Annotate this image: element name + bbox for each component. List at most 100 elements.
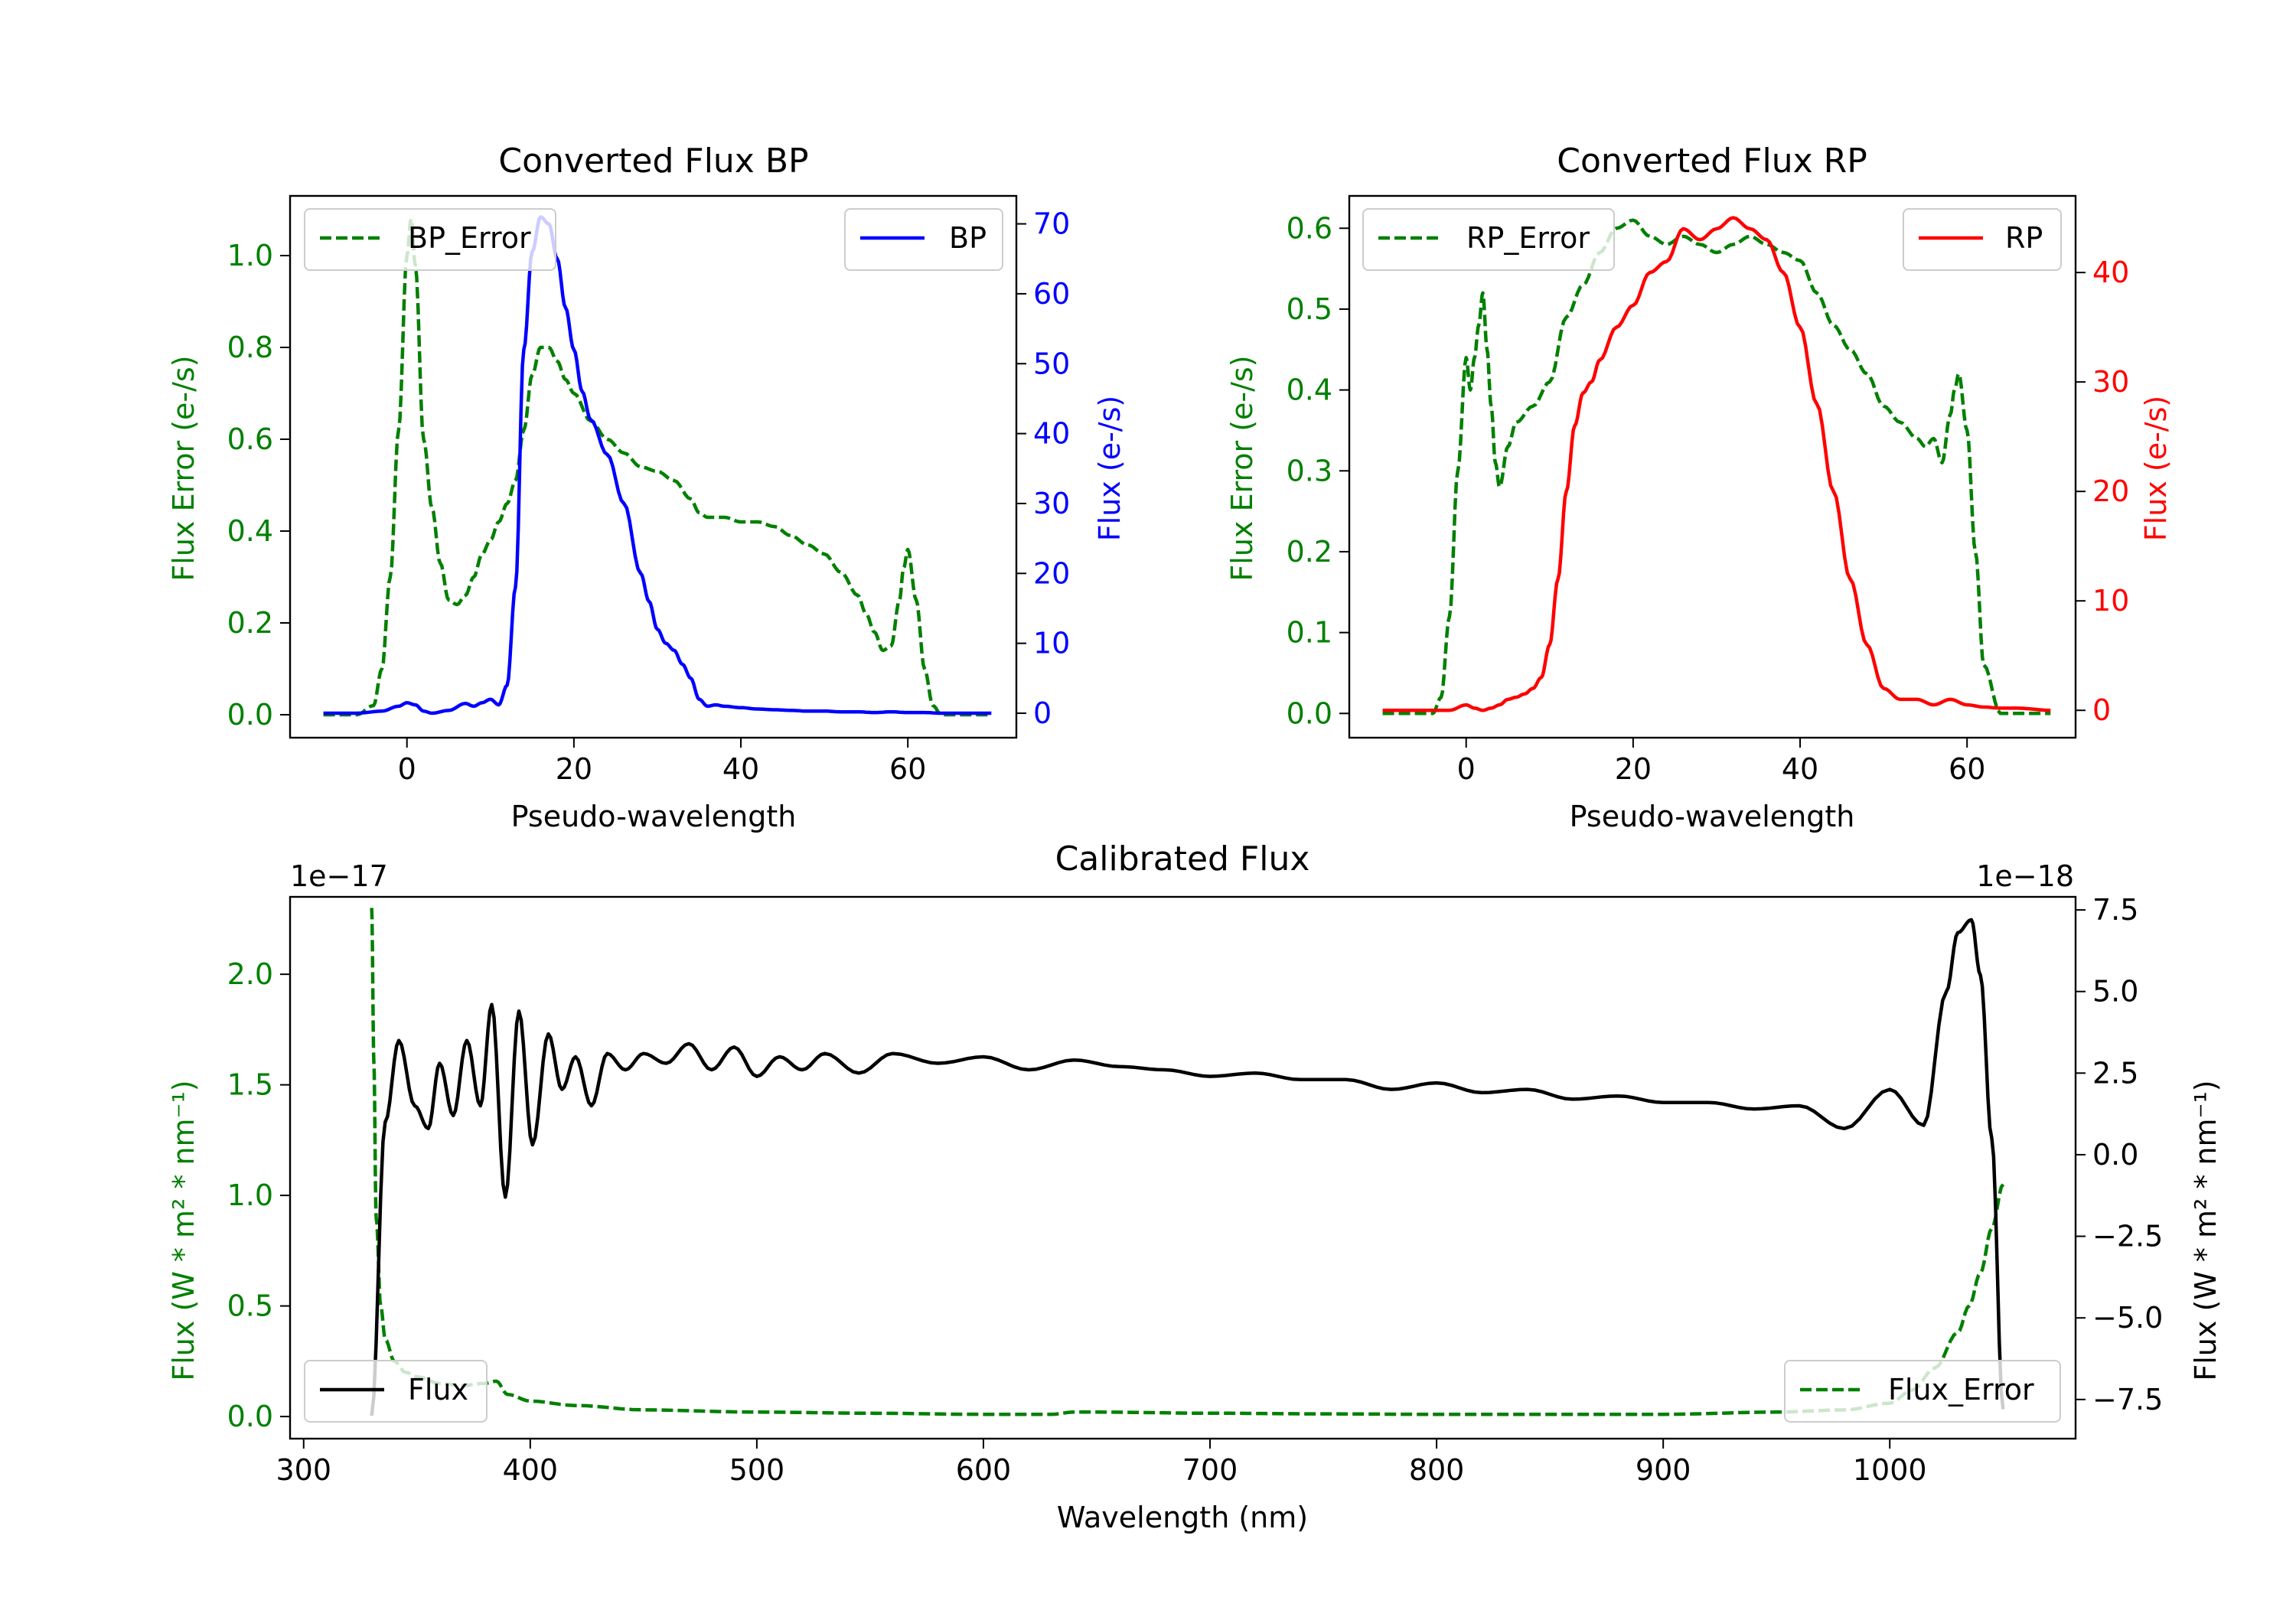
rp-left-tick-label: 0.3 [1287,454,1332,487]
calibrated-right-tick-label: −7.5 [2092,1383,2163,1416]
calibrated-error-legend-label: Flux_Error [1888,1373,2034,1407]
rp-left-tick-label: 0.6 [1287,211,1332,245]
calibrated-x-tick-label: 600 [956,1453,1012,1487]
calibrated-left-offset-text: 1e−17 [290,859,388,893]
calibrated-right-tick-label: 7.5 [2092,893,2138,927]
bp-left-tick-label: 0.0 [227,698,273,732]
rp-error-legend-box [1362,208,1615,271]
rp-x-tick-label: 40 [1782,752,1818,786]
calibrated-left-tick-label: 1.0 [227,1178,273,1212]
bp-right-tick-label: 50 [1033,347,1070,380]
rp-right-tick-label: 40 [2092,256,2129,289]
bp-right-tick-label: 30 [1033,487,1070,520]
rp-left-tick-label: 0.2 [1287,535,1332,569]
calibrated-x-tick-label: 400 [503,1453,559,1487]
calibrated-chart-title: Calibrated Flux [1055,839,1310,878]
calibrated-right-tick-label: 5.0 [2092,975,2138,1009]
calibrated-right-axis-label: Flux (W * m² * nm⁻¹) [2189,1080,2223,1380]
bp-plot-frame [289,194,1018,739]
bp-error-legend: BP_Error [304,208,556,271]
rp-rp-error-line [1382,218,2051,715]
bp-bp-error-line [323,217,992,717]
calibrated-right-tick-label: 0.0 [2092,1138,2138,1172]
calibrated-right-offset-text: 1e−18 [1976,859,2074,893]
bp-bp-line [323,215,992,715]
rp-x-axis-label: Pseudo-wavelength [1570,800,1855,833]
rp-right-tick-label: 30 [2092,365,2129,399]
calibrated-right-tick-label: −5.0 [2092,1301,2163,1335]
bp-left-tick-label: 0.6 [227,422,273,456]
rp-tick-group: 0 20 40 60 0.0 0.1 0.2 0.3 0.4 0.5 0.6 0 10 20 30 40 [1287,211,2130,786]
rp-flux-legend: RP [1903,208,2062,271]
rp-x-tick-label: 60 [1949,752,1985,786]
bp-right-tick-label: 70 [1033,207,1070,241]
calibrated-x-tick-label: 300 [276,1453,331,1487]
bp-flux-legend: BP [844,208,1003,271]
calibrated-right-tick-label: 2.5 [2092,1056,2138,1090]
calibrated-x-tick-label: 900 [1636,1453,1691,1487]
rp-right-tick-label: 10 [2092,584,2129,618]
rp-error-legend: RP_Error [1362,208,1615,271]
calibrated-flux-legend-box [304,1360,488,1423]
calibrated-tick-group: 300 400 500 600 700 800 900 1000 0.0 0.5 1.0 1.5 2.0… [227,893,2164,1487]
bp-chart-title: Converted Flux BP [498,142,808,181]
calibrated-flux-legend-label: Flux [408,1373,468,1407]
calibrated-right-tick-label: −2.5 [2092,1220,2163,1253]
rp-left-tick-label: 0.5 [1287,292,1332,326]
bp-left-tick-label: 1.0 [227,239,273,272]
calibrated-x-tick-label: 1000 [1853,1453,1927,1487]
bp-error-legend-label: BP_Error [408,221,531,255]
bp-x-axis-label: Pseudo-wavelength [511,800,797,833]
bp-flux-legend-label: BP [949,221,987,255]
bp-left-tick-label: 0.2 [227,606,273,640]
rp-right-tick-label: 20 [2092,474,2129,508]
rp-flux-legend-label: RP [2005,221,2043,255]
bp-left-axis-label: Flux Error (e-/s) [167,355,201,581]
bp-right-tick-label: 0 [1033,696,1052,730]
calibrated-left-tick-label: 0.0 [227,1400,273,1433]
bp-left-tick-label: 0.8 [227,331,273,364]
rp-x-tick-label: 0 [1457,752,1476,786]
calibrated-left-tick-label: 2.0 [227,957,273,991]
rp-right-axis-label: Flux (e-/s) [2139,396,2173,541]
calibrated-left-axis-label: Flux (W * m² * nm⁻¹) [167,1080,201,1380]
calibrated-plot-frame [289,895,2077,1440]
calibrated-x-axis-label: Wavelength (nm) [1057,1501,1308,1534]
calibrated-error-legend: Flux_Error [1784,1360,2061,1423]
rp-x-tick-label: 20 [1615,752,1652,786]
bp-right-tick-label: 60 [1033,277,1070,311]
rp-left-tick-label: 0.4 [1287,373,1332,407]
rp-rp-line [1382,216,2051,712]
bp-x-tick-label: 20 [556,752,592,786]
calibrated-flux-line [370,918,2005,1416]
bp-tick-group: 0 20 40 60 0.0 0.2 0.4 0.6 0.8 1.0 0 10 20 30 40 50 60 70 [227,207,1071,786]
bp-right-axis-label: Flux (e-/s) [1093,396,1127,541]
rp-left-tick-label: 0.0 [1287,696,1332,730]
rp-right-tick-label: 0 [2092,693,2111,727]
calibrated-x-tick-label: 500 [729,1453,785,1487]
calibrated-error-legend-box [1784,1360,2061,1423]
bp-x-tick-label: 0 [398,752,416,786]
rp-left-tick-label: 0.1 [1287,616,1332,650]
calibrated-x-tick-label: 700 [1182,1453,1238,1487]
bp-right-tick-label: 40 [1033,417,1070,451]
rp-chart-title: Converted Flux RP [1557,142,1867,181]
calibrated-left-tick-label: 1.5 [227,1068,273,1102]
rp-line-group [1382,216,2051,715]
bp-error-legend-box [304,208,556,271]
calibrated-x-tick-label: 800 [1409,1453,1465,1487]
bp-left-tick-label: 0.4 [227,514,273,548]
calibrated-chart-panel: Calibrated Flux Wavelength (nm) 1e−17 1e… [167,839,2223,1534]
bp-x-tick-label: 60 [889,752,926,786]
bp-right-tick-label: 10 [1033,627,1070,660]
calibrated-flux-legend: Flux [304,1360,488,1423]
rp-left-axis-label: Flux Error (e-/s) [1225,355,1259,581]
rp-plot-frame [1348,194,2077,739]
bp-right-tick-label: 20 [1033,556,1070,590]
calibrated-left-tick-label: 0.5 [227,1289,273,1323]
bp-chart-panel: Converted Flux BP Pseudo-wavelength Flux… [167,142,1127,833]
rp-error-legend-label: RP_Error [1466,221,1590,255]
bp-line-group [323,215,992,717]
bp-x-tick-label: 40 [722,752,759,786]
